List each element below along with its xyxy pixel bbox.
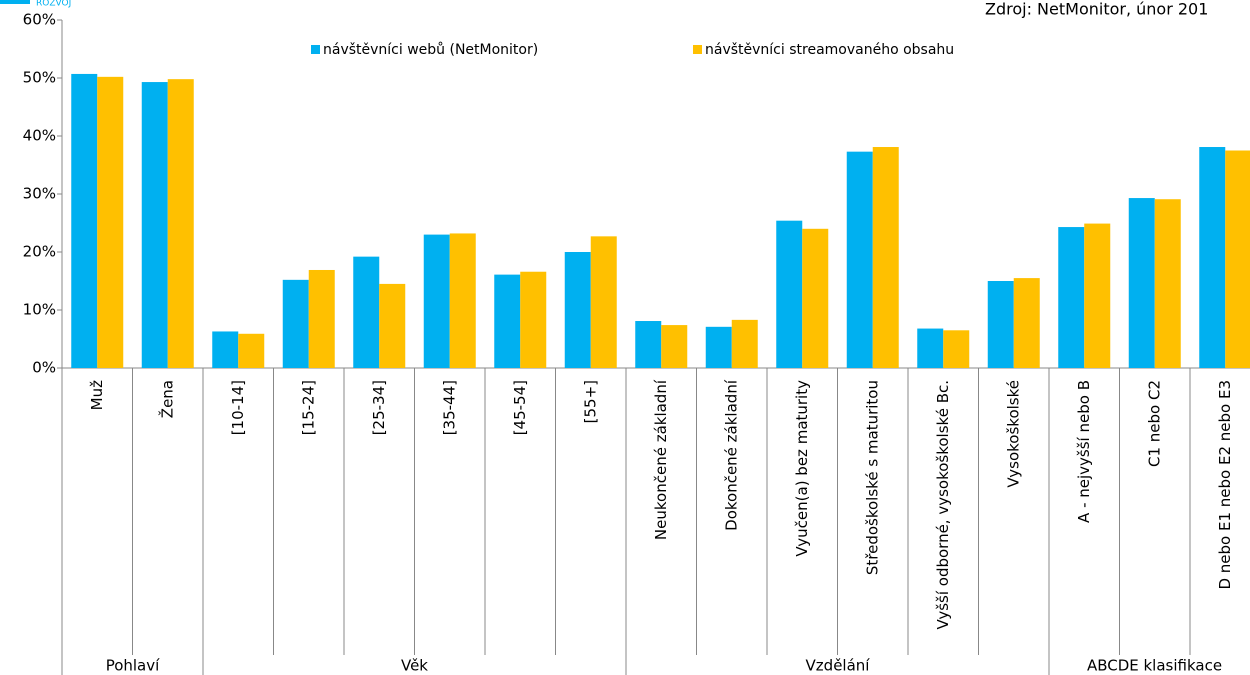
bar xyxy=(802,228,829,368)
x-tick-label: Vyučen(a) bez maturity xyxy=(793,380,811,557)
y-tick-label: 0% xyxy=(32,359,56,377)
bar xyxy=(731,319,758,368)
bar xyxy=(846,151,873,368)
legend-label: návštěvníci webů (NetMonitor) xyxy=(323,42,538,58)
x-tick-label: C1 nebo C2 xyxy=(1145,380,1163,467)
x-tick-label: Vysokoškolské xyxy=(1004,380,1022,488)
bar xyxy=(353,256,380,368)
x-tick-label: Dokončené základní xyxy=(722,379,740,531)
y-tick-label: 30% xyxy=(23,185,56,203)
bar xyxy=(943,330,970,368)
bar xyxy=(308,269,335,368)
y-tick-label: 20% xyxy=(23,243,56,261)
y-tick-label: 40% xyxy=(23,127,56,145)
legend-swatch xyxy=(311,45,320,54)
logo: ROZVOJ xyxy=(36,0,71,9)
x-tick-label: [45-54] xyxy=(511,380,529,435)
x-tick-label: Vyšší odborné, vysokoškolské Bc. xyxy=(934,380,952,630)
x-tick-label: [10-14] xyxy=(229,380,247,435)
x-tick-label: D nebo E1 nebo E2 nebo E3 xyxy=(1216,380,1234,590)
bar xyxy=(1154,199,1181,368)
group-label: ABCDE klasifikace xyxy=(1087,657,1222,675)
bar xyxy=(776,220,803,368)
x-tick-label: Středoškolské s maturitou xyxy=(863,380,881,575)
bar xyxy=(423,234,450,368)
bar xyxy=(1225,150,1250,368)
bar xyxy=(494,274,521,368)
bar xyxy=(141,82,168,368)
group-label: Vzdělání xyxy=(806,657,871,675)
bar xyxy=(379,283,406,368)
bar xyxy=(1084,223,1111,368)
bar xyxy=(71,73,98,368)
bar xyxy=(238,333,265,368)
bar xyxy=(590,236,617,368)
group-label: Pohlaví xyxy=(106,657,160,675)
bar xyxy=(705,326,732,368)
x-tick-label: [55+] xyxy=(581,380,599,423)
x-tick-label: A - nejvyšší nebo B xyxy=(1075,380,1093,523)
x-tick-label: Žena xyxy=(157,380,176,418)
bar xyxy=(167,79,194,368)
x-tick-label: Neukončené základní xyxy=(652,379,670,540)
legend-label: návštěvníci streamovaného obsahu xyxy=(705,42,954,58)
x-tick-label: [25-34] xyxy=(370,380,388,435)
bar xyxy=(1058,227,1085,368)
bar xyxy=(282,279,309,368)
bar xyxy=(872,147,899,368)
bar xyxy=(520,271,547,368)
group-label: Věk xyxy=(401,657,428,675)
bar xyxy=(635,321,662,368)
x-tick-label: Muž xyxy=(88,380,106,410)
y-tick-label: 50% xyxy=(23,69,56,87)
bar xyxy=(564,252,591,368)
bar xyxy=(987,281,1014,368)
y-tick-label: 60% xyxy=(23,11,56,29)
bar xyxy=(1013,278,1040,368)
bar xyxy=(212,331,239,368)
source: Zdroj: NetMonitor, únor 201 xyxy=(985,0,1208,19)
bar xyxy=(1128,198,1155,368)
x-tick-label: [35-44] xyxy=(440,380,458,435)
bar xyxy=(97,76,124,368)
bar xyxy=(449,233,476,368)
bar xyxy=(1199,147,1226,368)
bar xyxy=(661,325,688,368)
y-tick-label: 10% xyxy=(23,301,56,319)
x-tick-label: [15-24] xyxy=(299,380,317,435)
legend-swatch xyxy=(693,45,702,54)
bar xyxy=(917,328,944,368)
logo-bar xyxy=(0,0,30,4)
